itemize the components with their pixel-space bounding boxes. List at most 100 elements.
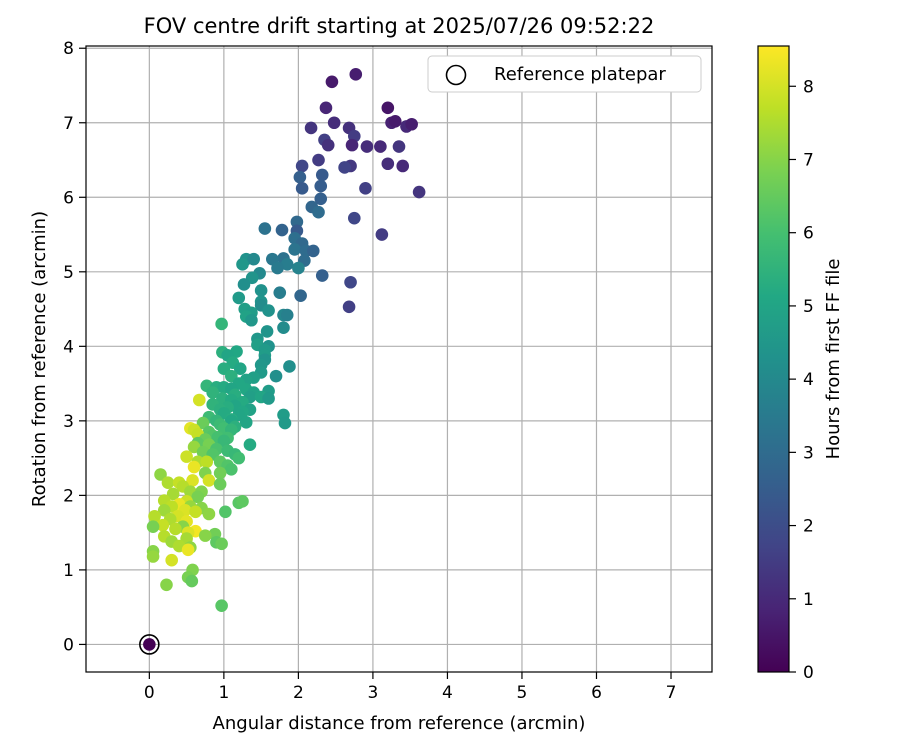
legend: Reference platepar	[427, 55, 702, 93]
colorbar-gradient	[757, 45, 790, 673]
data-point	[215, 317, 228, 331]
data-point	[215, 599, 228, 612]
y-tick-label: 6	[63, 188, 74, 208]
data-point	[206, 386, 219, 399]
y-tick-label: 7	[63, 114, 74, 134]
data-point	[247, 252, 260, 266]
data-point	[312, 153, 325, 167]
y-axis-label: Rotation from reference (arcmin)	[29, 211, 50, 507]
y-tick-label: 5	[63, 263, 74, 283]
y-axis-ticks: 0 1 2 3 4 5 6 7 8	[63, 39, 86, 655]
data-point	[232, 291, 246, 305]
data-point	[321, 138, 335, 152]
data-point	[166, 487, 180, 501]
y-tick-label: 4	[63, 337, 74, 357]
legend-label: Reference platepar	[494, 64, 666, 85]
data-point	[254, 284, 268, 297]
data-point	[375, 228, 389, 241]
data-point	[280, 308, 294, 322]
data-point	[388, 114, 402, 128]
data-point	[225, 462, 238, 476]
data-point	[169, 522, 182, 536]
data-point	[359, 182, 372, 195]
data-point	[186, 474, 199, 487]
data-point	[295, 182, 309, 195]
data-point	[325, 75, 339, 89]
data-point	[269, 369, 283, 383]
data-point	[213, 477, 227, 491]
data-point	[315, 269, 329, 282]
data-point	[262, 392, 275, 405]
reference-ring	[139, 634, 160, 655]
data-point	[392, 140, 406, 153]
x-tick-label: 6	[591, 683, 602, 703]
data-point	[278, 416, 292, 430]
y-tick-label: 8	[63, 39, 74, 59]
legend-box	[427, 55, 702, 93]
data-point	[312, 205, 325, 219]
x-axis-ticks: 0 1 2 3 4 5 6 7	[144, 672, 676, 703]
data-point	[306, 244, 320, 258]
x-tick-label: 7	[666, 683, 677, 703]
x-tick-label: 4	[442, 683, 453, 703]
data-point	[275, 223, 289, 237]
data-point	[293, 170, 307, 184]
data-point	[233, 362, 247, 375]
colorbar-ticks: 0 1 2 3 4 5 6 7 8	[789, 77, 814, 683]
data-point	[374, 140, 387, 153]
data-point	[273, 286, 287, 299]
data-point	[148, 509, 161, 523]
data-point	[314, 179, 328, 193]
y-tick-label: 3	[63, 412, 74, 432]
data-point	[314, 192, 328, 206]
colorbar-tick-label: 2	[803, 517, 814, 537]
colorbar-tick-label: 3	[803, 443, 814, 463]
data-point	[154, 468, 167, 481]
colorbar-tick-label: 0	[803, 663, 814, 683]
data-point	[338, 161, 351, 174]
data-point	[202, 507, 216, 521]
data-point	[405, 117, 418, 131]
data-point	[189, 505, 202, 519]
data-point	[283, 360, 296, 373]
y-tick-label: 1	[63, 561, 74, 581]
data-point	[236, 495, 249, 508]
data-point	[258, 222, 272, 235]
chart-title: FOV centre drift starting at 2025/07/26 …	[144, 14, 655, 38]
data-point	[156, 518, 170, 532]
data-point	[192, 393, 206, 407]
data-point	[213, 466, 227, 480]
x-tick-label: 1	[218, 683, 229, 703]
data-point	[344, 275, 357, 289]
data-point	[202, 474, 216, 487]
data-point	[345, 138, 359, 152]
data-point	[360, 140, 374, 153]
legend-marker	[445, 64, 467, 86]
data-point	[146, 520, 160, 533]
data-point	[315, 168, 329, 182]
grid-lines	[86, 46, 712, 672]
x-tick-label: 3	[368, 683, 379, 703]
data-point	[304, 121, 318, 135]
data-point	[262, 304, 275, 317]
data-point	[294, 289, 307, 302]
colorbar-tick-label: 6	[803, 224, 814, 244]
data-point	[200, 455, 214, 469]
data-point	[187, 460, 201, 474]
data-point	[381, 157, 395, 171]
data-point	[146, 550, 160, 563]
data-point	[191, 490, 205, 504]
data-point	[412, 185, 426, 199]
data-point	[217, 434, 231, 448]
data-point	[260, 325, 274, 338]
reference-marker	[139, 634, 160, 655]
data-point	[239, 416, 253, 429]
y-tick-label: 2	[63, 486, 74, 506]
data-point	[157, 503, 171, 517]
data-point	[295, 159, 309, 173]
data-point	[277, 321, 290, 335]
colorbar-tick-label: 4	[803, 370, 814, 390]
data-point	[243, 438, 257, 452]
data-point	[327, 116, 341, 130]
data-point	[185, 574, 199, 588]
